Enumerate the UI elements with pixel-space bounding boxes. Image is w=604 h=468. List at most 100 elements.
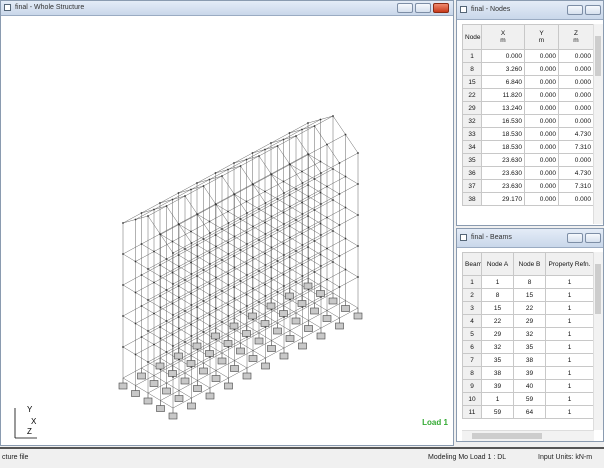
table-cell: 0.000	[524, 192, 559, 206]
support	[230, 365, 239, 372]
support	[298, 342, 307, 350]
minimize-button[interactable]	[567, 5, 583, 15]
table-cell: 37	[462, 179, 482, 193]
table-cell: 32	[462, 114, 482, 128]
support	[211, 375, 221, 382]
minimize-button[interactable]	[397, 3, 413, 13]
support	[174, 352, 183, 360]
support	[242, 372, 252, 380]
column-name: Node B	[518, 260, 541, 268]
status-text: cture file	[2, 454, 29, 461]
window-title: final - Whole Structure	[15, 4, 85, 11]
axis-label: Z	[27, 427, 32, 436]
support	[186, 360, 196, 367]
table-cell: 0.000	[524, 179, 559, 193]
table-cell: 7	[462, 353, 482, 367]
title-bar: final - Beams	[457, 229, 603, 248]
table-row: 6 32 35 1	[462, 340, 594, 354]
table-cell: 1	[545, 392, 594, 406]
load-label: Load 1	[422, 418, 448, 427]
table-cell: 59	[513, 392, 546, 406]
table-cell: 29	[513, 314, 546, 328]
support	[279, 310, 288, 317]
table-cell: 38	[462, 192, 482, 206]
table-cell: 0.000	[558, 49, 594, 63]
beams-table: Beam Node A Node B Property Refn. 1 1 8 1 2 8 15 1 3…	[462, 252, 594, 419]
restore-button[interactable]	[585, 233, 601, 243]
table-row: 32 16.530 0.000 0.000	[462, 114, 594, 128]
support	[155, 362, 165, 370]
table-row: 34 18.530 0.000 7.310	[462, 140, 594, 154]
support	[248, 312, 257, 320]
table-cell: 11	[462, 405, 482, 419]
column-unit: m	[500, 37, 506, 44]
support	[211, 332, 220, 340]
minimize-button[interactable]	[567, 233, 583, 243]
close-button[interactable]	[433, 3, 449, 13]
window-icon	[460, 234, 467, 241]
support	[279, 352, 289, 360]
table-cell: 39	[481, 379, 514, 393]
support	[137, 372, 146, 380]
table-cell: 0.000	[524, 166, 559, 180]
status-mode: Modeling Mo	[428, 454, 469, 461]
support	[118, 382, 128, 390]
support	[328, 297, 338, 305]
table-cell: 7.310	[558, 140, 594, 154]
table-cell: 1	[545, 275, 594, 289]
table-cell: 15	[462, 75, 482, 89]
table-cell: 0.000	[558, 114, 594, 128]
support	[353, 312, 363, 320]
table-cell: 5	[462, 327, 482, 341]
table-cell: 1	[545, 366, 594, 380]
table-cell: 3.260	[481, 62, 525, 76]
scrollbar[interactable]	[593, 24, 603, 224]
table-row: 2 8 15 1	[462, 288, 594, 302]
support	[236, 347, 245, 355]
table-cell: 3	[462, 301, 482, 315]
support	[162, 387, 171, 395]
support	[168, 412, 178, 420]
header-row: Beam Node A Node B Property Refn.	[462, 252, 594, 276]
table-cell: 23.630	[481, 153, 525, 167]
viewport: Y X Z Load 1	[14, 115, 448, 439]
table-cell: 0.000	[558, 153, 594, 167]
beams-window: final - Beams Beam Node A Node B Property R…	[456, 228, 604, 442]
table-cell: 9	[462, 379, 482, 393]
table-cell: 1	[545, 314, 594, 328]
horizontal-scrollbar[interactable]	[462, 430, 594, 441]
scrollbar[interactable]	[593, 252, 603, 430]
table-cell: 0.000	[558, 88, 594, 102]
table-cell: 0.000	[524, 114, 559, 128]
table-cell: 16.530	[481, 114, 525, 128]
table-row: 5 29 32 1	[462, 327, 594, 341]
table-row: 29 13.240 0.000 0.000	[462, 101, 594, 115]
column-unit: m	[538, 37, 545, 44]
table-cell: 22	[513, 301, 546, 315]
restore-button[interactable]	[585, 5, 601, 15]
table-row: 35 23.630 0.000 0.000	[462, 153, 594, 167]
table-cell: 33	[462, 127, 482, 141]
table-cell: 36	[462, 166, 482, 180]
table-row: 8 3.260 0.000 0.000	[462, 62, 594, 76]
table-cell: 8	[462, 62, 482, 76]
table-cell: 0.000	[524, 88, 559, 102]
restore-button[interactable]	[415, 3, 431, 13]
support	[322, 315, 332, 322]
table-cell: 13.240	[481, 101, 525, 115]
table-cell: 38	[513, 353, 546, 367]
table-cell: 0.000	[524, 101, 559, 115]
table-row: 1 0.000 0.000 0.000	[462, 49, 594, 63]
table-cell: 35	[481, 353, 514, 367]
table-row: 8 38 39 1	[462, 366, 594, 380]
support	[260, 320, 270, 327]
table-cell: 4	[462, 314, 482, 328]
table-cell: 29.170	[481, 192, 525, 206]
window-title: final - Beams	[471, 234, 512, 241]
support	[316, 332, 326, 340]
table-cell: 18.530	[481, 140, 525, 154]
column-header: Property Refn.	[545, 252, 594, 276]
table-cell: 29	[462, 101, 482, 115]
